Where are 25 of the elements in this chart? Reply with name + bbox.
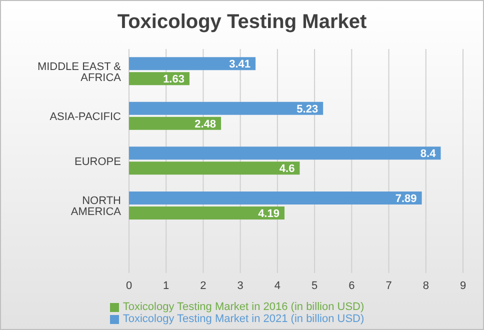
x-tick-label: 7 [386, 280, 392, 292]
data-label: 7.89 [395, 192, 417, 205]
data-label: 4.19 [258, 208, 280, 220]
y-tick-label: EUROPE [74, 156, 121, 168]
x-tick-label: 6 [348, 280, 355, 292]
x-tick-label: 1 [163, 280, 170, 292]
legend-label: Toxicology Testing Market in 2016 (in billion USD) [122, 301, 364, 313]
x-tick-label: 8 [422, 280, 429, 292]
data-label: 3.41 [229, 58, 251, 70]
data-label: 5.23 [296, 103, 318, 116]
data-label: 8.4 [420, 148, 437, 160]
x-tick-label: 4 [274, 280, 281, 292]
y-tick-label: MIDDLE EAST & AFRICA [37, 60, 122, 84]
x-tick-label: 5 [311, 280, 318, 292]
data-label: 2.48 [194, 118, 216, 130]
x-tick-label: 9 [460, 280, 466, 292]
data-label: 4.6 [279, 163, 295, 176]
chart-title: Toxicology Testing Market [116, 10, 368, 35]
x-tick-label: 0 [126, 280, 132, 292]
y-tick-label: NORTH AMERICA [70, 195, 122, 218]
y-tick-label: ASIA-PACIFIC [50, 111, 122, 124]
legend-label: Toxicology Testing Market in 2021 (in billion USD) [122, 313, 364, 325]
data-label: 1.63 [163, 73, 184, 86]
x-tick-label: 2 [200, 280, 206, 292]
x-tick-label: 3 [237, 280, 244, 292]
